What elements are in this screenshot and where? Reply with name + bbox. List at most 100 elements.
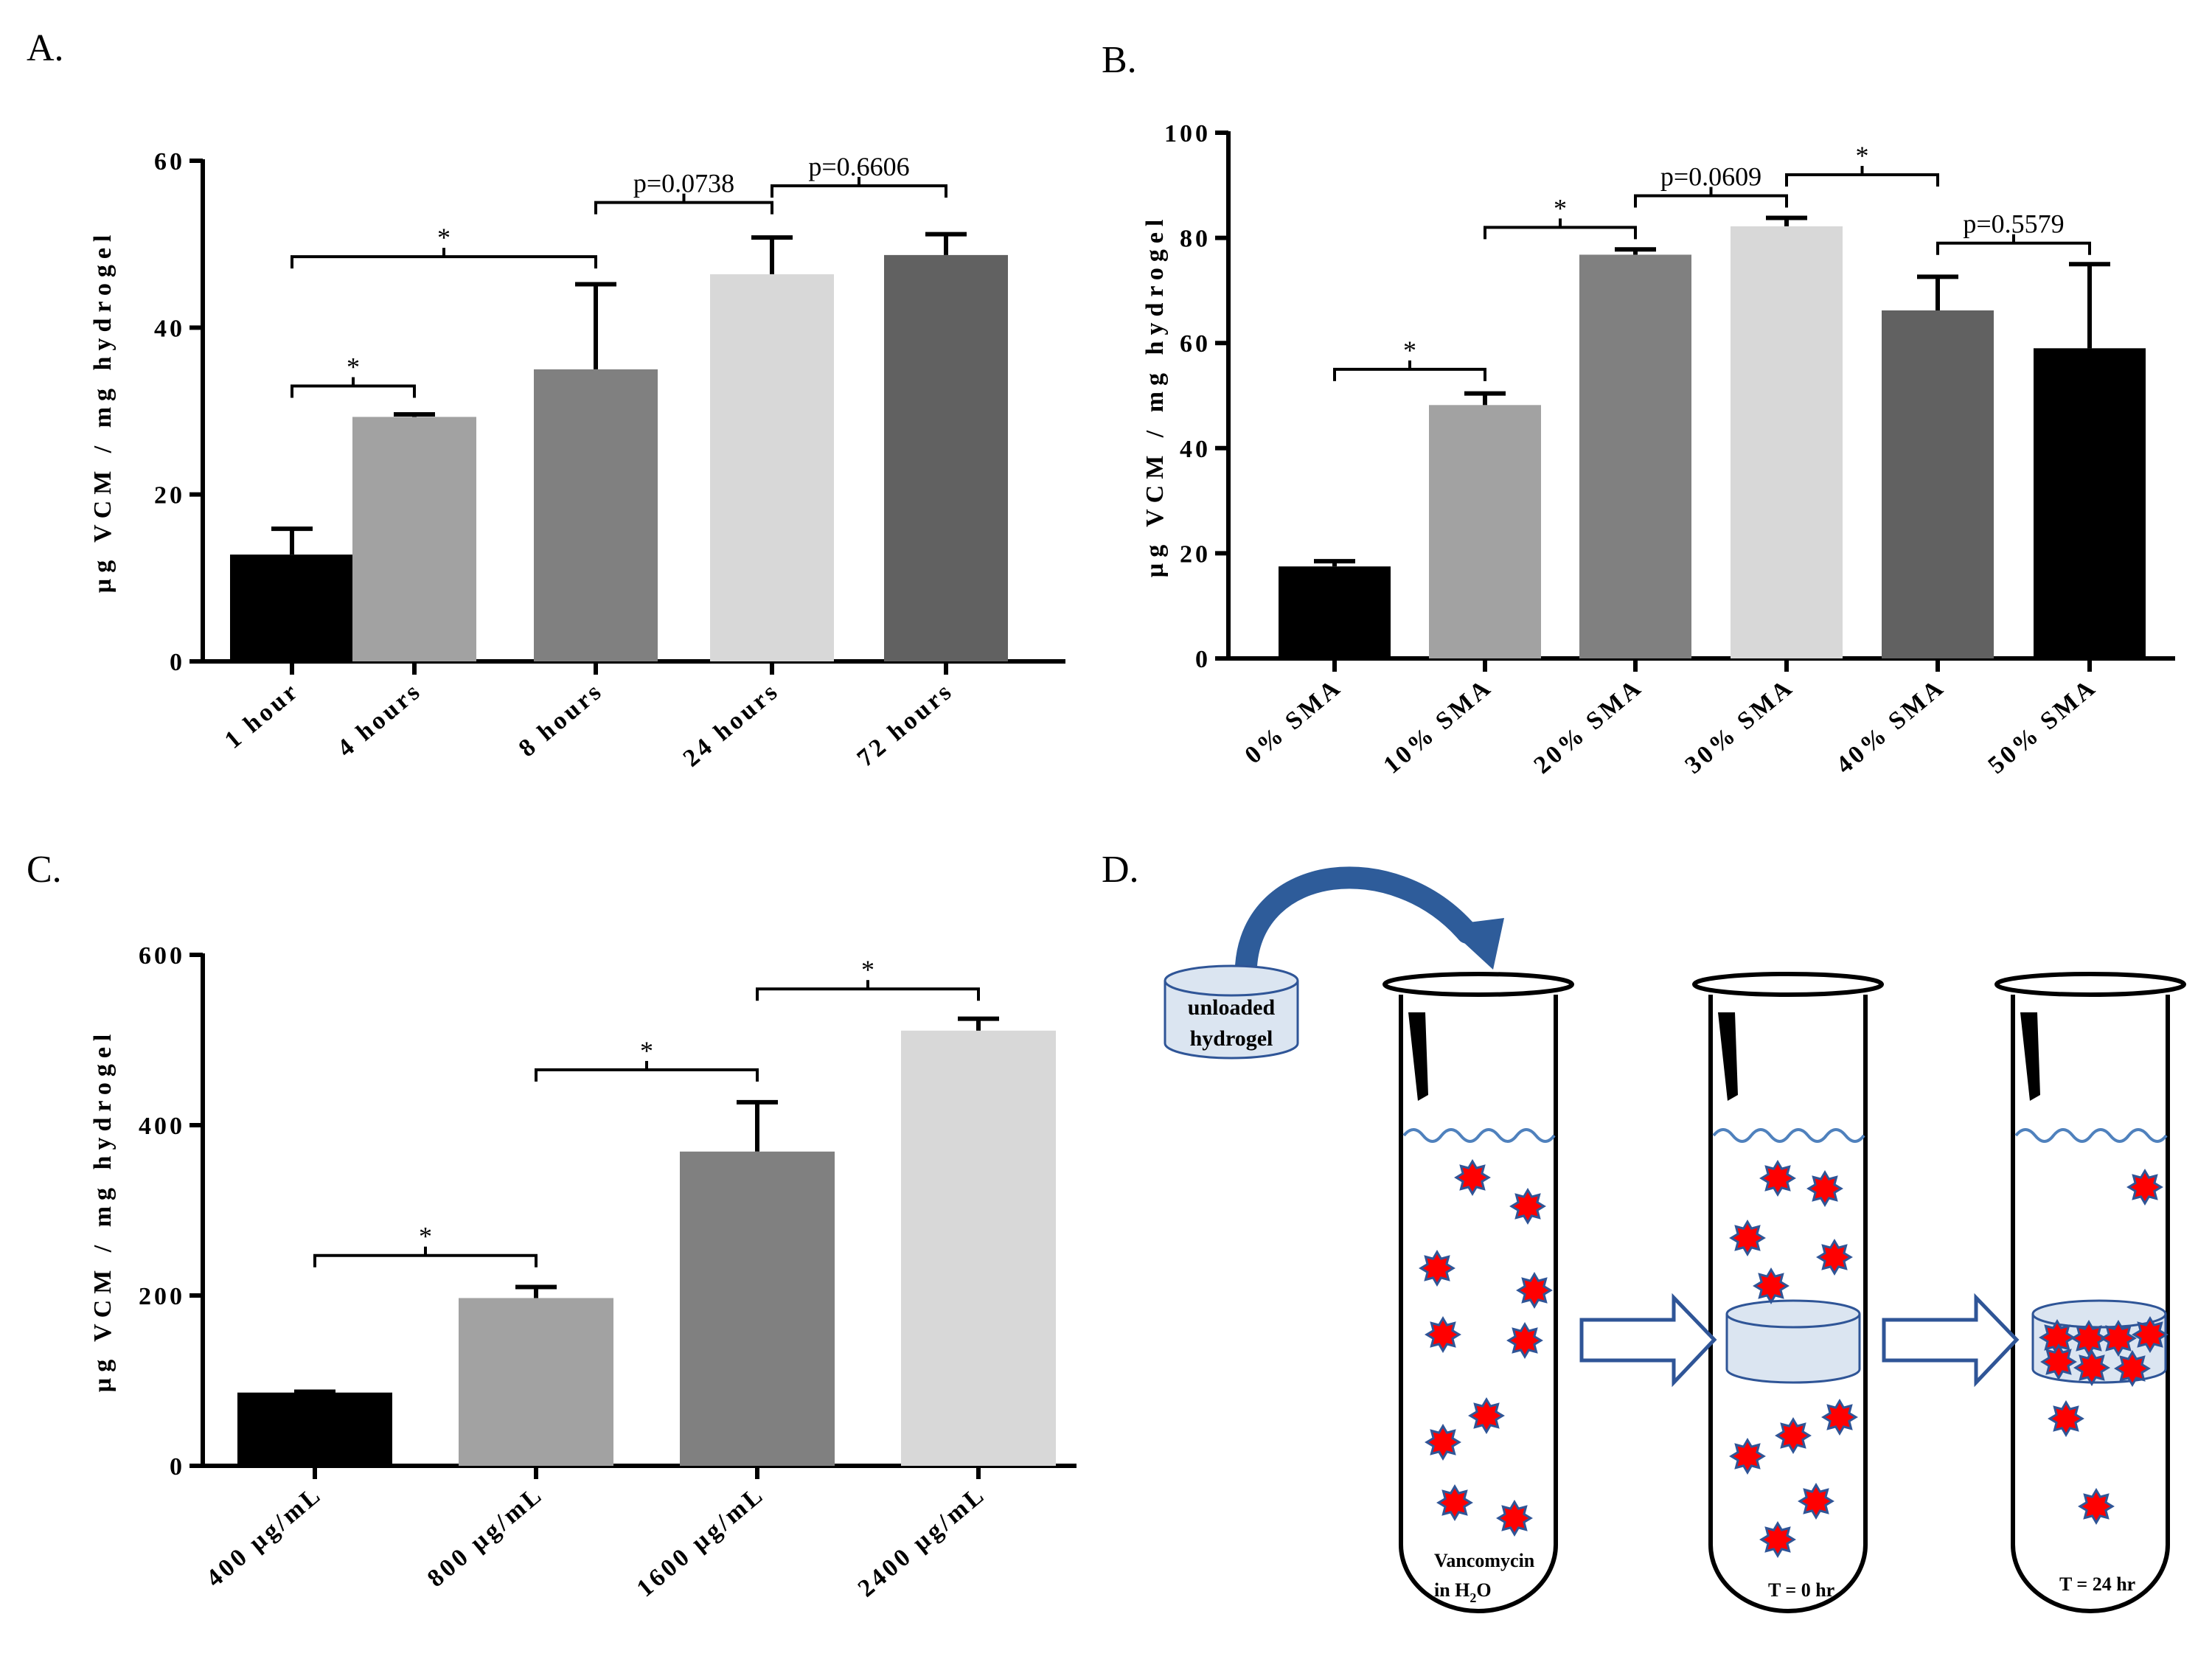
hydrogel-label-line2: hydrogel: [1190, 1026, 1273, 1051]
significance-bracket: [1484, 226, 1637, 240]
x-tick-label: 2400 µg/mL: [853, 1481, 991, 1603]
vancomycin-molecule-icon: [2132, 1316, 2168, 1353]
hydrogel-disc-icon-top: [1725, 1299, 1861, 1329]
x-tick-label: 1 hour: [220, 677, 305, 754]
y-tick-label: 20: [1180, 540, 1211, 568]
tube1-label-suffix: O: [1476, 1579, 1491, 1601]
diagram-panel: unloaded hydrogel Vancomycin in H2O T = …: [1164, 866, 2186, 1613]
significance-label: *: [640, 1036, 653, 1065]
vancomycin-molecule-icon: [1759, 1160, 1796, 1197]
vancomycin-molecule-icon: [2073, 1349, 2110, 1386]
vancomycin-molecule-icon: [1816, 1239, 1853, 1276]
y-tick-label: 400: [139, 1113, 185, 1140]
y-tick-label: 100: [1164, 120, 1211, 147]
y-tick-label: 80: [1180, 226, 1211, 253]
vancomycin-molecule-icon: [1419, 1250, 1455, 1287]
bar: [237, 1392, 392, 1466]
vancomycin-molecule-icon: [1806, 1170, 1843, 1207]
vancomycin-molecule-icon: [1516, 1272, 1553, 1309]
significance-label: *: [419, 1222, 432, 1251]
bar: [352, 417, 476, 661]
panel-letter-c: C.: [27, 849, 62, 891]
bar: [710, 274, 834, 661]
bar: [1429, 405, 1541, 658]
block-arrow-2-icon: [1882, 1293, 2020, 1388]
panel-letter-a: A.: [27, 27, 64, 69]
x-tick-label: 400 µg/mL: [201, 1481, 327, 1593]
vancomycin-molecule-icon: [1436, 1484, 1473, 1521]
vancomycin-molecule-icon: [2040, 1343, 2077, 1380]
vancomycin-molecule-icon: [1506, 1322, 1543, 1359]
significance-bracket: [756, 987, 980, 1001]
vancomycin-molecule-icon: [1509, 1188, 1546, 1225]
significance-label: p=0.0738: [633, 169, 734, 198]
significance-bracket: [291, 255, 597, 269]
bar: [1579, 254, 1691, 658]
significance-label: *: [347, 352, 360, 382]
vancomycin-molecule-icon: [2114, 1350, 2151, 1387]
significance-bracket: [313, 1253, 538, 1267]
bar: [1882, 310, 1994, 658]
bar: [459, 1298, 613, 1466]
vancomycin-molecule-icon: [1798, 1483, 1834, 1520]
tube1-label-sub: 2: [1470, 1590, 1476, 1605]
x-tick-label: 4 hours: [333, 677, 427, 762]
significance-bracket: [594, 201, 773, 215]
vancomycin-molecule-icon: [1729, 1220, 1766, 1256]
significance-bracket: [1634, 194, 1788, 208]
y-tick-label: 20: [154, 482, 185, 509]
x-tick-label: 20% SMA: [1528, 673, 1648, 779]
bar: [884, 254, 1008, 662]
x-tick-label: 800 µg/mL: [422, 1481, 549, 1593]
vancomycin-molecule-icon: [1759, 1521, 1796, 1558]
vancomycin-molecule-icon: [1425, 1424, 1461, 1461]
tube-body: [2011, 995, 2170, 1613]
vancomycin-molecule-icon: [1729, 1438, 1766, 1475]
vancomycin-molecule-icon: [2070, 1320, 2107, 1357]
y-tick-label: 200: [139, 1283, 185, 1310]
significance-label: *: [437, 223, 451, 252]
x-tick-label: 40% SMA: [1831, 673, 1950, 779]
significance-label: *: [861, 955, 874, 984]
panel-letter-b: B.: [1102, 39, 1137, 81]
chart-b: µg VCM / mg hydrogel 0 20 40 60 80 100 0% SMA 10…: [1141, 120, 2175, 779]
y-tick-label: 60: [1180, 330, 1211, 358]
tube-glare-icon: [1408, 1012, 1428, 1101]
vancomycin-molecule-icon: [1425, 1316, 1461, 1353]
vancomycin-molecule-icon: [1454, 1159, 1491, 1196]
curved-arrow-head-icon: [1445, 918, 1504, 970]
y-tick-label: 0: [1195, 646, 1211, 673]
bar: [1279, 566, 1391, 658]
curved-arrow-icon: [1235, 866, 1478, 977]
hydrogel-disc-icon: [1725, 1314, 1861, 1384]
x-tick-label: 24 hours: [678, 677, 785, 773]
test-tube-t24: [1994, 972, 2186, 1613]
tube-rim: [1692, 972, 1884, 997]
tube-rim: [1382, 972, 1574, 997]
x-tick-label: 10% SMA: [1378, 673, 1498, 779]
vancomycin-molecule-icon: [2126, 1169, 2163, 1206]
tube-glare-icon: [1718, 1012, 1738, 1101]
tube-body: [1399, 995, 1558, 1613]
bar: [1731, 226, 1843, 658]
y-axis-label: µg VCM / mg hydrogel: [1141, 214, 1169, 578]
vancomycin-molecule-icon: [2048, 1400, 2084, 1437]
significance-label: p=0.0609: [1660, 162, 1761, 192]
significance-bracket: [1936, 241, 2091, 255]
tube1-label-line1: Vancomycin: [1434, 1550, 1535, 1571]
significance-label: *: [1554, 193, 1567, 223]
y-axis-label: µg VCM / mg hydrogel: [89, 1029, 116, 1393]
vancomycin-molecule-icon: [1468, 1397, 1505, 1434]
significance-label: p=0.5579: [1963, 209, 2064, 239]
chart-c: µg VCM / mg hydrogel 0 200 400 600 400 µg/mL 8…: [89, 942, 1077, 1602]
vancomycin-molecule-icon: [1753, 1267, 1790, 1304]
y-tick-label: 0: [170, 649, 185, 676]
test-tube-vancomycin: [1382, 972, 1574, 1613]
unloaded-hydrogel-icon: [1164, 964, 1299, 1060]
significance-bracket: [1785, 173, 1939, 187]
test-tube-t0: [1692, 972, 1884, 1613]
tube1-label-line2: in H2O: [1434, 1579, 1492, 1605]
vancomycin-molecule-icon: [2100, 1320, 2137, 1357]
significance-label: p=0.6606: [808, 152, 909, 181]
